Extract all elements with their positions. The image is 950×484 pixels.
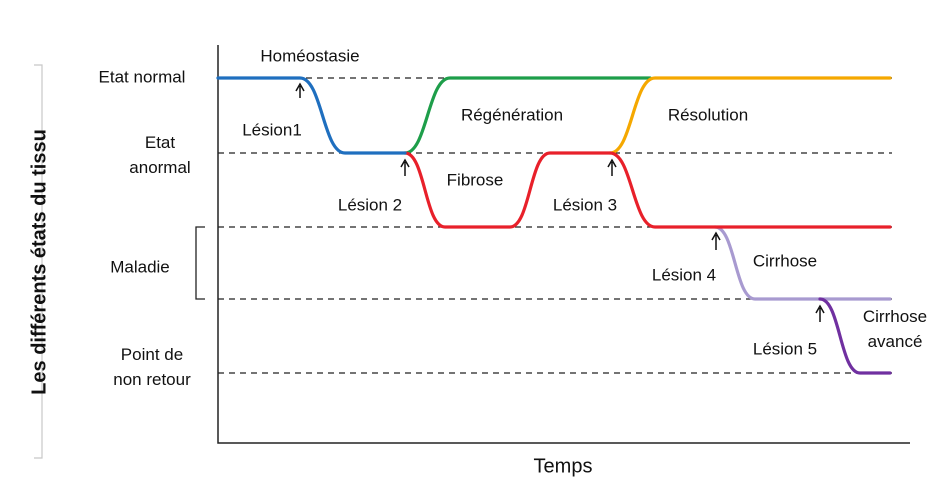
state-label: non retour: [113, 370, 191, 389]
disease-bracket: [195, 226, 205, 300]
curve-label: Cirrhose: [753, 251, 817, 270]
cirrhosis-curve: [713, 225, 892, 301]
curve-label: Fibrose: [447, 170, 504, 189]
curve-label: Cirrhose: [863, 307, 927, 326]
lesion-label: Lésion 3: [553, 195, 617, 214]
state-label: Maladie: [110, 257, 170, 276]
lesion-label: Lésion1: [242, 120, 302, 139]
lesion-label: Lésion 4: [652, 265, 716, 284]
side-bracket: [34, 64, 43, 459]
fibrosis-curve: [403, 151, 892, 229]
curve-label: Homéostasie: [260, 46, 359, 65]
y-axis-label: Les différents états du tissu: [28, 129, 50, 395]
state-label: Etat: [145, 133, 176, 152]
state-label: Point de: [121, 345, 183, 364]
advanced-cirrhosis-curve: [818, 297, 892, 375]
x-axis-label: Temps: [534, 455, 593, 477]
lesion-label: Lésion 2: [338, 195, 402, 214]
regeneration-curve: [403, 76, 652, 155]
lesion-arrows: [295, 82, 825, 322]
resolution-curve: [608, 76, 892, 155]
lesion-label: Lésion 5: [753, 339, 817, 358]
axes: [217, 45, 910, 444]
homeostasis-curve: [216, 76, 407, 155]
curve-label: avancé: [868, 332, 923, 351]
state-label: Etat normal: [99, 67, 186, 86]
curve-label: Résolution: [668, 105, 748, 124]
curve-label: Régénération: [461, 105, 563, 124]
state-label: anormal: [129, 158, 190, 177]
